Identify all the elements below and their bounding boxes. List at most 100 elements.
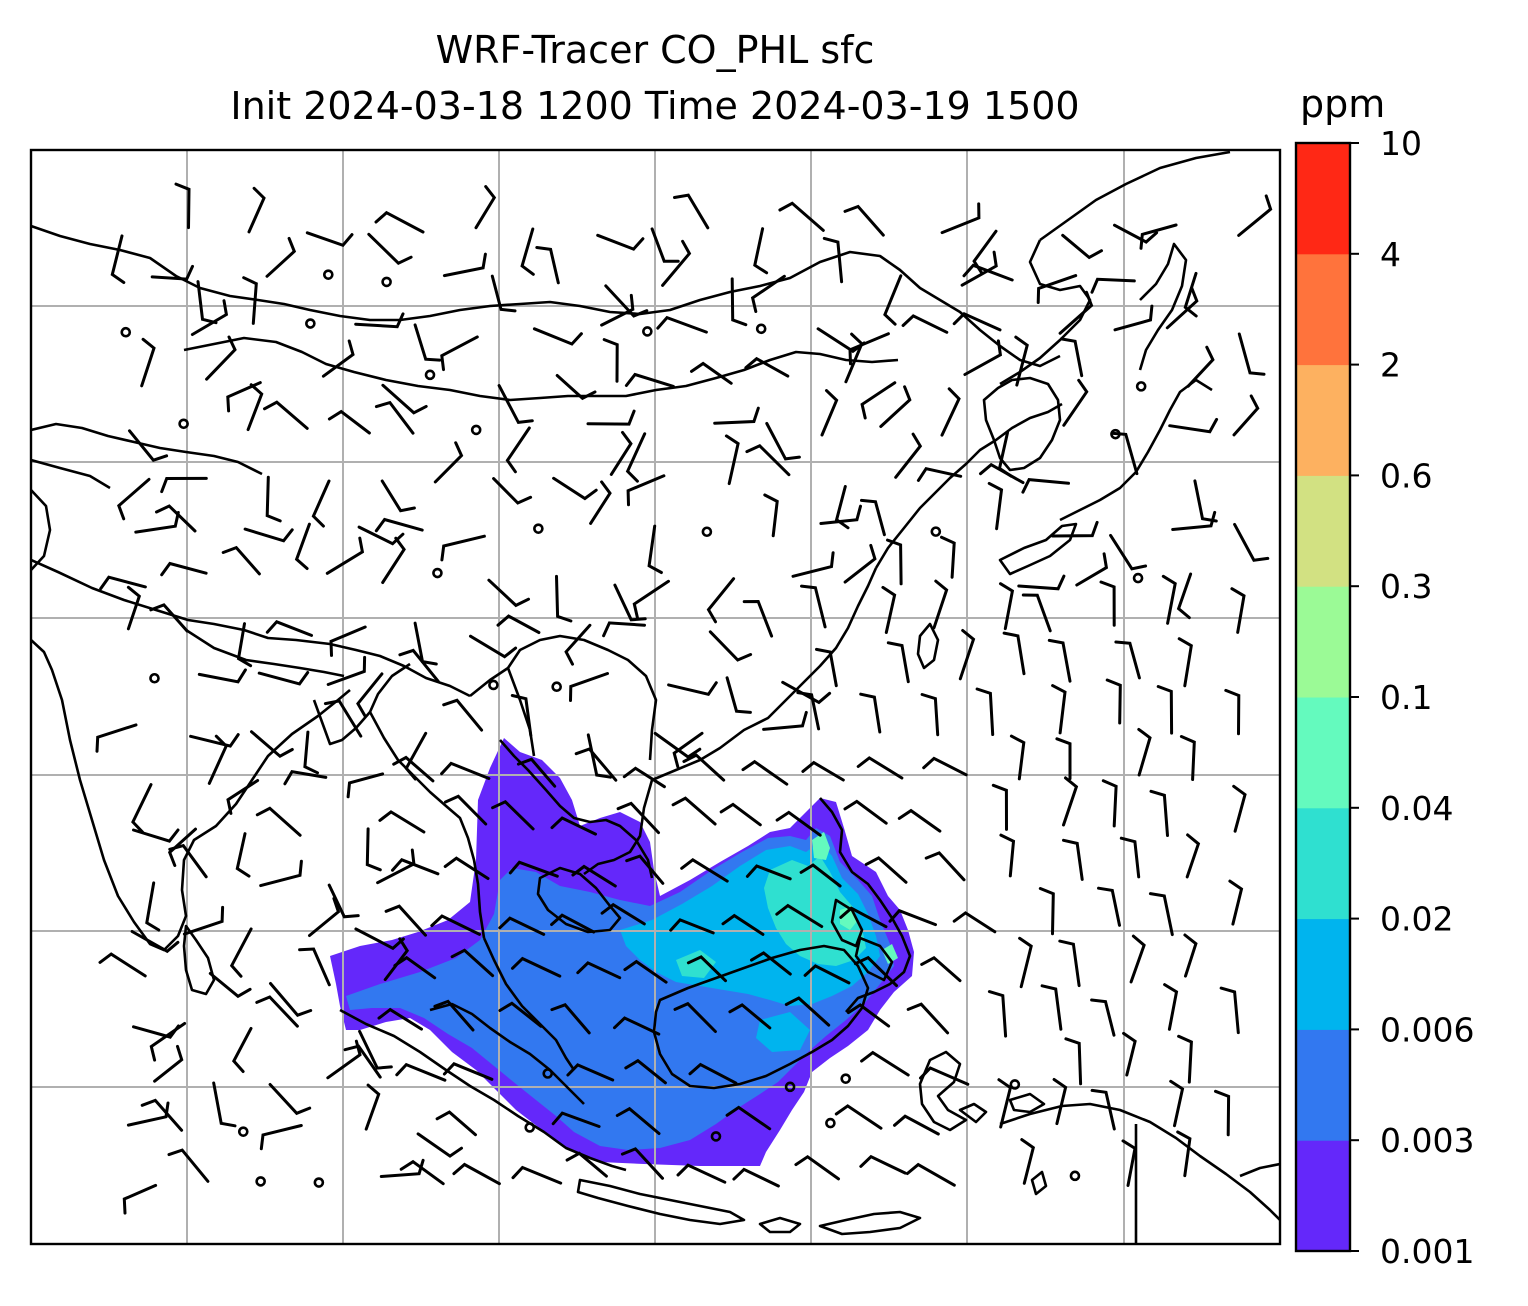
wind-barb — [1176, 572, 1193, 620]
wind-barb — [208, 972, 252, 999]
wind-barb — [433, 999, 475, 1032]
wind-barb — [690, 361, 733, 385]
wind-barb — [327, 409, 371, 435]
wind-barb — [1020, 1138, 1036, 1185]
wind-barb — [229, 927, 253, 978]
colorbar-segment — [1296, 143, 1350, 255]
wind-barb — [1179, 735, 1196, 781]
wind-barb — [794, 1154, 840, 1181]
wind-barb — [283, 770, 328, 786]
wind-barb — [1139, 223, 1178, 250]
wind-barb — [1052, 1078, 1068, 1126]
wind-barb — [247, 186, 266, 234]
wind-barb — [859, 692, 882, 734]
calm-wind-marker — [825, 1117, 836, 1129]
wind-barb — [566, 1063, 615, 1082]
wind-barb — [511, 956, 562, 978]
wind-barb — [901, 314, 949, 334]
colorbar-segment — [1296, 918, 1350, 1030]
calm-wind-marker — [432, 567, 443, 579]
wind-barb — [897, 808, 942, 833]
wind-barb — [801, 760, 845, 782]
wind-barb — [1113, 223, 1159, 244]
wind-barb — [741, 759, 789, 786]
wind-barb — [1017, 574, 1066, 591]
wind-barb — [207, 734, 228, 785]
wind-barb — [952, 312, 1002, 332]
wind-barb — [860, 1050, 910, 1077]
wind-barb — [231, 1026, 253, 1073]
wind-barb — [99, 575, 147, 591]
wind-barb — [616, 801, 660, 835]
wind-barb — [126, 585, 142, 631]
calm-wind-marker — [524, 1122, 536, 1133]
wind-barb — [846, 1003, 891, 1028]
wind-barb — [750, 951, 792, 976]
wind-barb — [952, 911, 997, 934]
wind-barb — [778, 201, 825, 232]
wind-barb — [117, 477, 151, 521]
wind-barb — [1055, 737, 1072, 781]
wind-barb — [859, 1154, 907, 1175]
wind-barb — [329, 625, 367, 657]
wind-barb — [487, 578, 530, 608]
wind-barb — [1021, 593, 1052, 633]
wind-barb — [444, 794, 488, 826]
map-frame — [29, 148, 1282, 1246]
wind-barb — [298, 947, 331, 987]
wind-barb — [1219, 986, 1240, 1035]
wind-barb — [596, 233, 645, 251]
wind-barb — [906, 1002, 950, 1035]
wind-barb — [750, 274, 786, 313]
wind-barb — [916, 467, 963, 482]
wind-barb — [1121, 1139, 1137, 1187]
wind-barb — [246, 383, 264, 432]
wind-barb — [742, 599, 774, 638]
wind-barb — [343, 1044, 382, 1079]
wind-barb — [416, 1132, 463, 1158]
wind-barb — [168, 843, 208, 879]
wind-barb — [1051, 684, 1067, 735]
wind-barb — [647, 524, 663, 574]
coastlines — [31, 150, 1280, 1244]
wind-barb — [860, 381, 897, 420]
wind-barb — [140, 1098, 184, 1132]
wind-barb — [1110, 431, 1139, 476]
wind-barb — [1090, 1088, 1116, 1131]
wind-barb — [613, 1016, 661, 1036]
wind-barb — [602, 338, 619, 383]
calm-wind-marker — [120, 326, 132, 338]
wind-barb — [963, 339, 1003, 376]
wind-barb — [623, 959, 668, 984]
calm-wind-marker — [305, 318, 316, 329]
wind-barb — [358, 1029, 393, 1070]
wind-barb — [1062, 378, 1089, 427]
wind-barb — [150, 264, 194, 281]
wind-barb — [552, 476, 598, 501]
wind-barb — [155, 504, 197, 533]
wind-barb — [305, 231, 354, 248]
wind-barb — [399, 1159, 445, 1186]
calm-wind-marker — [1009, 1079, 1021, 1090]
calm-wind-marker — [784, 1081, 796, 1093]
wind-barb — [189, 733, 240, 748]
wind-barb — [167, 1148, 210, 1183]
wind-barb — [413, 323, 442, 362]
wind-barb — [800, 584, 827, 629]
wind-barb — [1047, 638, 1072, 683]
wind-barb — [1237, 194, 1273, 237]
wind-barb — [1171, 510, 1217, 531]
wind-barb — [205, 335, 237, 381]
wind-barb — [1097, 886, 1121, 927]
wind-barb — [822, 236, 844, 284]
wind-barb — [393, 955, 437, 980]
calm-wind-marker — [542, 1068, 554, 1079]
wind-barb — [263, 400, 309, 430]
wind-barb — [174, 182, 191, 230]
colorbar-tick-label: 0.006 — [1380, 1010, 1474, 1049]
calm-wind-marker — [551, 681, 562, 693]
wind-barb — [905, 1162, 956, 1187]
wind-barb — [688, 1062, 738, 1085]
wind-barb — [1059, 337, 1084, 378]
wind-barb — [881, 585, 897, 634]
